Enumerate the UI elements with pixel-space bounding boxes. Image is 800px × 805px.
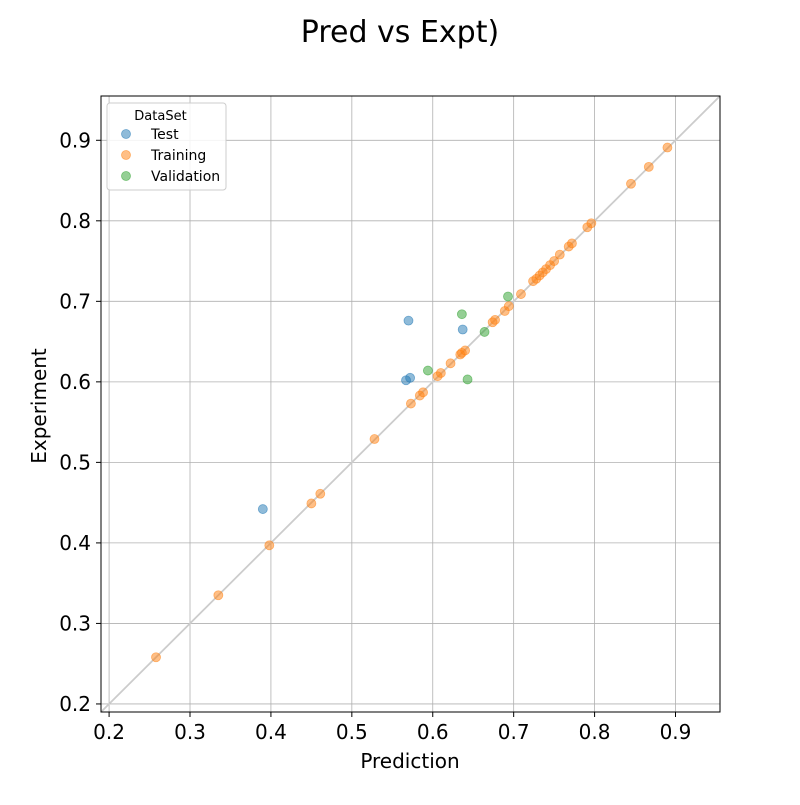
point-training: [418, 387, 428, 398]
point-validation: [422, 365, 433, 376]
point-training: [586, 218, 597, 229]
point-training: [315, 488, 326, 499]
x-tick-label: 0.9: [660, 720, 692, 744]
y-tick-label: 0.7: [59, 289, 91, 313]
point-training: [306, 498, 317, 509]
point-training: [264, 540, 275, 551]
y-tick-label: 0.4: [59, 531, 91, 555]
x-tick-label: 0.8: [579, 720, 611, 744]
x-axis-label: Prediction: [360, 749, 459, 773]
x-tick-label: 0.6: [417, 720, 449, 744]
data-points: [151, 142, 673, 663]
y-axis-label: Experiment: [27, 348, 51, 464]
point-training: [490, 314, 500, 325]
point-validation: [503, 291, 513, 302]
point-training: [151, 652, 161, 663]
legend-box: [106, 102, 227, 191]
point-training: [503, 301, 514, 312]
point-training: [662, 142, 673, 153]
point-training: [435, 368, 446, 378]
y-tick-label: 0.8: [59, 209, 91, 233]
point-validation: [462, 374, 473, 385]
legend-marker-validation: [121, 171, 131, 181]
point-test: [257, 504, 268, 514]
point-training: [516, 289, 526, 299]
legend-marker-test: [121, 129, 131, 139]
point-training: [554, 249, 565, 260]
point-training: [445, 358, 456, 369]
point-training: [549, 256, 560, 266]
legend-label-validation: Validation: [151, 169, 220, 185]
point-training: [626, 178, 636, 189]
y-tick-label: 0.3: [59, 611, 91, 635]
y-tick-label: 0.9: [59, 128, 91, 152]
point-training: [213, 590, 224, 601]
point-validation: [456, 309, 467, 320]
chart-title: Pred vs Expt): [301, 15, 499, 50]
y-tick-label: 0.2: [59, 692, 91, 716]
x-tick-label: 0.5: [336, 720, 368, 744]
y-tick-label: 0.5: [59, 450, 91, 474]
point-validation: [479, 327, 490, 337]
point-training: [406, 398, 416, 409]
axis-ticks: 0.2 0.3 0.4 0.5 0.6 0.7 0.8 0.9 0.2 0.3 0.4 0.5 0.6 0…: [59, 128, 691, 744]
legend-title: DataSet: [134, 109, 186, 124]
x-tick-label: 0.2: [93, 720, 125, 744]
point-training: [567, 238, 577, 249]
point-training: [643, 161, 654, 172]
x-tick-label: 0.4: [255, 720, 287, 744]
point-training: [460, 345, 471, 356]
x-tick-label: 0.7: [498, 720, 530, 744]
point-test: [405, 372, 415, 383]
plot-frame: [100, 95, 721, 713]
x-tick-label: 0.3: [174, 720, 206, 744]
legend-label-test: Test: [150, 127, 179, 143]
point-training: [369, 434, 380, 444]
y-tick-label: 0.6: [59, 370, 91, 394]
legend-marker-training: [121, 150, 131, 160]
point-test: [457, 324, 468, 335]
legend[interactable]: DataSet Test Training Validation: [106, 102, 227, 191]
point-test: [403, 315, 414, 326]
legend-label-training: Training: [150, 148, 206, 164]
